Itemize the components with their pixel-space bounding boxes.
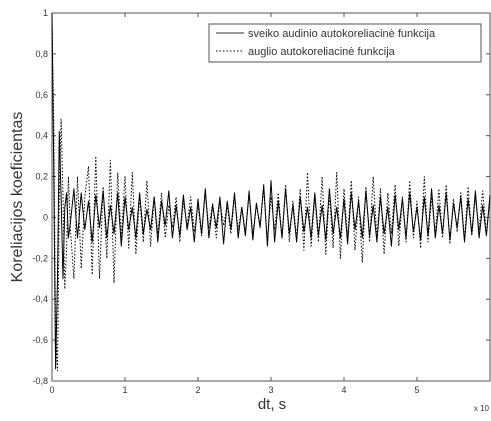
- series-line-tumor: [51, 17, 491, 372]
- y-tick-label: -0,2: [32, 253, 48, 263]
- y-tick-label: 0,4: [35, 131, 48, 141]
- y-tick-label: -0,6: [32, 335, 48, 345]
- series-layer: [51, 12, 491, 372]
- y-tick-label: 0: [43, 212, 48, 222]
- x-exponent-label: x 10: [474, 404, 490, 413]
- x-tick-label: 2: [195, 385, 200, 395]
- y-tick-label: -0,4: [32, 294, 48, 304]
- x-axis-label: dt, s: [258, 396, 286, 413]
- x-tick-label: 5: [414, 385, 419, 395]
- legend: sveiko audinio autokoreliacinė funkcija …: [208, 23, 482, 63]
- legend-box: [208, 23, 482, 63]
- ticks-layer: -0,8 -0,6 -0,4 -0,2 0 0,2 0,4 0,6 0,8 1 0 1 2 3 4 5: [32, 8, 490, 395]
- y-tick-label: 0,6: [35, 90, 48, 100]
- y-tick-label: 1: [43, 8, 48, 18]
- legend-label-series-2: auglio autokoreliacinė funkcija: [248, 46, 396, 58]
- x-tick-label: 0: [49, 385, 54, 395]
- legend-label-series-1: sveiko audinio autokoreliacinė funkcija: [248, 28, 436, 40]
- y-axis-label: Koreliacijos koeficientas: [9, 112, 26, 283]
- x-tick-label: 4: [341, 385, 346, 395]
- y-tick-label: -0,8: [32, 376, 48, 386]
- y-tick-label: 0,8: [35, 49, 48, 59]
- y-tick-label: 0,2: [35, 172, 48, 182]
- x-tick-label: 3: [268, 385, 273, 395]
- x-tick-label: 1: [122, 385, 127, 395]
